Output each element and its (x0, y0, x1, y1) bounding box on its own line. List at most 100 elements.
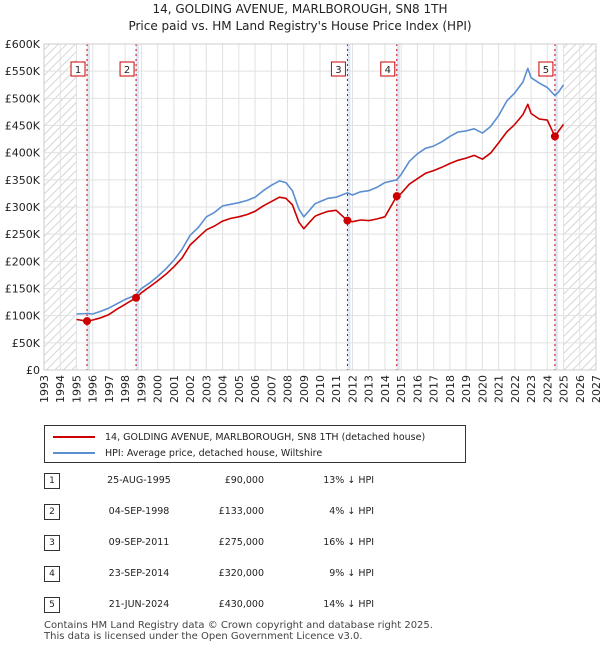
sale-date: 04-SEP-1998 (108, 506, 170, 517)
x-tick-label: 1998 (119, 375, 132, 403)
sale-point (392, 192, 401, 201)
y-tick-label: £550K (5, 65, 41, 78)
sale-number-label: 2 (124, 65, 130, 76)
sale-price: £430,000 (218, 599, 264, 610)
x-tick-label: 2014 (379, 375, 392, 403)
sale-date: 09-SEP-2011 (108, 537, 170, 548)
x-tick-label: 2008 (282, 375, 295, 403)
x-tick-label: 2011 (330, 375, 343, 403)
sale-point (343, 216, 352, 225)
row-number-badge: 5 (44, 597, 60, 613)
y-tick-label: £100K (5, 310, 41, 323)
footer-line-copyright: Contains HM Land Registry data © Crown c… (44, 620, 433, 631)
sale-number-box (70, 61, 86, 77)
legend-label-hpi: HPI: Average price, detached house, Wilt… (105, 447, 323, 459)
y-tick-label: £150K (5, 283, 41, 296)
hpi-line-swatch (53, 452, 95, 454)
y-tick-label: £250K (5, 228, 41, 241)
table-row: 2 04-SEP-1998 £133,000 4% ↓ HPI (44, 504, 564, 522)
sale-point (83, 317, 92, 326)
x-tick-label: 1997 (103, 375, 116, 403)
x-tick-label: 2003 (200, 375, 213, 403)
x-tick-label: 2022 (509, 375, 522, 403)
chart-subtitle: Price paid vs. HM Land Registry's House … (128, 19, 472, 33)
footer-line-licence: This data is licensed under the Open Gov… (44, 631, 363, 642)
y-tick-label: £200K (5, 255, 41, 268)
y-tick-label: £600K (5, 38, 41, 51)
x-tick-label: 2004 (217, 375, 230, 403)
table-row: 3 09-SEP-2011 £275,000 16% ↓ HPI (44, 535, 564, 553)
y-tick-label: £400K (5, 147, 41, 160)
sale-number-box (380, 61, 396, 77)
price-paid-series-line (76, 103, 565, 322)
x-tick-label: 2010 (314, 375, 327, 403)
x-tick-label: 2002 (184, 375, 197, 403)
legend-item-price-paid: 14, GOLDING AVENUE, MARLBOROUGH, SN8 1TH… (53, 430, 425, 444)
x-tick-label: 2000 (152, 375, 165, 403)
chart-title: 14, GOLDING AVENUE, MARLBOROUGH, SN8 1TH (152, 2, 448, 16)
x-tick-label: 2017 (428, 375, 441, 403)
x-tick-label: 2025 (558, 375, 571, 403)
sale-date: 21-JUN-2024 (108, 599, 170, 610)
y-tick-label: £500K (5, 92, 41, 105)
x-tick-label: 2015 (395, 375, 408, 403)
row-number-badge: 4 (44, 566, 60, 582)
row-number-badge: 2 (44, 504, 60, 520)
y-tick-label: £0 (26, 364, 40, 377)
sale-price: £275,000 (218, 537, 264, 548)
sale-number-label: 3 (335, 65, 341, 76)
x-tick-label: 2019 (460, 375, 473, 403)
plot-area-border (43, 43, 597, 371)
sale-number-label: 1 (75, 65, 81, 76)
hpi-diff: 14% ↓ HPI (323, 599, 374, 610)
hpi-series-line (76, 67, 565, 315)
sale-price: £320,000 (218, 568, 264, 579)
sale-point (132, 293, 141, 302)
price-chart: £0 £50K £100K £150K £200K £250K £300K £350K £400… (5, 38, 600, 403)
hpi-diff: 4% ↓ HPI (329, 506, 374, 517)
hpi-diff: 16% ↓ HPI (323, 537, 374, 548)
footer-attribution: Contains HM Land Registry data © Crown c… (44, 620, 433, 642)
x-tick-label: 1993 (38, 375, 51, 403)
x-tick-label: 2009 (298, 375, 311, 403)
y-tick-label: £50K (12, 337, 41, 350)
x-tick-label: 1994 (54, 375, 67, 403)
sale-number-box (538, 61, 554, 77)
sale-price: £90,000 (224, 475, 264, 486)
sale-date: 25-AUG-1995 (107, 475, 171, 486)
x-tick-label: 2023 (525, 375, 538, 403)
sale-number-box (330, 61, 346, 77)
y-tick-label: £350K (5, 174, 41, 187)
x-tick-label: 2027 (590, 375, 600, 403)
x-tick-label: 1996 (87, 375, 100, 403)
x-tick-label: 2016 (411, 375, 424, 403)
x-tick-label: 1999 (135, 375, 148, 403)
x-tick-label: 1995 (70, 375, 83, 403)
legend-label-price-paid: 14, GOLDING AVENUE, MARLBOROUGH, SN8 1TH… (105, 431, 426, 443)
sale-price: £133,000 (218, 506, 264, 517)
sale-date: 23-SEP-2014 (108, 568, 170, 579)
legend-item-hpi: HPI: Average price, detached house, Wilt… (53, 446, 322, 460)
x-tick-label: 2021 (493, 375, 506, 403)
y-tick-label: £300K (5, 201, 41, 214)
chart-legend: 14, GOLDING AVENUE, MARLBOROUGH, SN8 1TH… (44, 425, 466, 463)
x-tick-label: 2018 (444, 375, 457, 403)
table-row: 5 21-JUN-2024 £430,000 14% ↓ HPI (44, 597, 564, 615)
x-tick-label: 2006 (249, 375, 262, 403)
x-tick-label: 2020 (476, 375, 489, 403)
x-tick-label: 2012 (346, 375, 359, 403)
hpi-diff: 9% ↓ HPI (329, 568, 374, 579)
row-number-badge: 1 (44, 473, 60, 489)
sale-number-box (119, 61, 135, 77)
x-tick-label: 2001 (168, 375, 181, 403)
price-paid-line-swatch (53, 436, 95, 438)
x-tick-label: 2007 (265, 375, 278, 403)
sale-point (550, 132, 559, 141)
sale-number-label: 5 (543, 65, 549, 76)
x-tick-label: 2026 (574, 375, 587, 403)
table-row: 4 23-SEP-2014 £320,000 9% ↓ HPI (44, 566, 564, 584)
x-tick-label: 2005 (233, 375, 246, 403)
hpi-diff: 13% ↓ HPI (323, 475, 374, 486)
x-tick-label: 2013 (363, 375, 376, 403)
